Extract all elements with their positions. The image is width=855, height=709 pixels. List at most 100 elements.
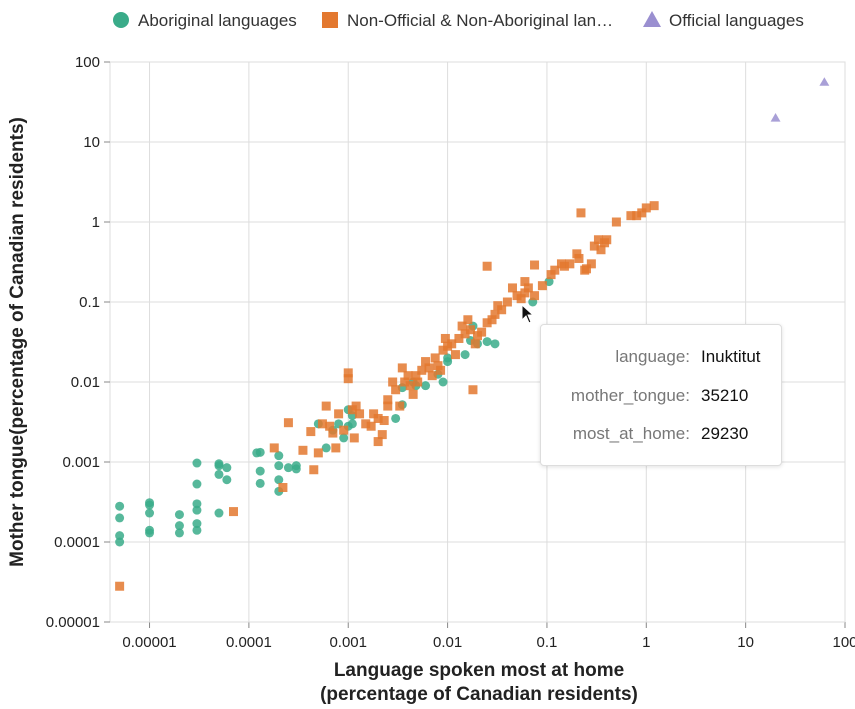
- aboriginal-point[interactable]: [192, 479, 202, 489]
- non-official-point[interactable]: [490, 309, 500, 319]
- non-official-point[interactable]: [400, 377, 410, 387]
- non-official-point[interactable]: [366, 421, 376, 431]
- aboriginal-point[interactable]: [391, 413, 401, 423]
- non-official-point[interactable]: [576, 208, 586, 218]
- aboriginal-point[interactable]: [174, 510, 184, 520]
- aboriginal-point[interactable]: [192, 519, 202, 529]
- non-official-point[interactable]: [361, 419, 371, 429]
- non-official-point[interactable]: [447, 339, 457, 349]
- non-official-point[interactable]: [463, 315, 473, 325]
- non-official-point[interactable]: [454, 333, 464, 343]
- aboriginal-point[interactable]: [115, 501, 125, 511]
- aboriginal-point[interactable]: [145, 500, 155, 510]
- non-official-point[interactable]: [436, 365, 446, 375]
- non-official-point[interactable]: [377, 430, 387, 440]
- aboriginal-point[interactable]: [255, 478, 265, 488]
- non-official-point[interactable]: [516, 294, 526, 304]
- non-official-point[interactable]: [637, 208, 647, 218]
- non-official-point[interactable]: [373, 413, 383, 423]
- non-official-point[interactable]: [530, 291, 540, 301]
- non-official-point[interactable]: [470, 339, 480, 349]
- non-official-point[interactable]: [427, 371, 437, 381]
- non-official-point[interactable]: [559, 261, 569, 271]
- non-official-point[interactable]: [343, 374, 353, 384]
- non-official-point[interactable]: [306, 427, 316, 437]
- non-official-point[interactable]: [565, 259, 575, 269]
- non-official-point[interactable]: [520, 288, 530, 298]
- non-official-point[interactable]: [626, 211, 636, 221]
- non-official-point[interactable]: [520, 277, 530, 287]
- non-official-point[interactable]: [383, 395, 393, 405]
- legend-item[interactable]: Aboriginal languages: [113, 11, 297, 30]
- aboriginal-point[interactable]: [339, 433, 349, 443]
- non-official-point[interactable]: [115, 581, 125, 591]
- aboriginal-point[interactable]: [274, 475, 284, 485]
- aboriginal-point[interactable]: [174, 528, 184, 538]
- non-official-point[interactable]: [581, 264, 591, 274]
- non-official-point[interactable]: [593, 235, 603, 245]
- aboriginal-point[interactable]: [482, 337, 492, 347]
- official-point[interactable]: [819, 77, 830, 86]
- non-official-point[interactable]: [596, 245, 606, 255]
- aboriginal-point[interactable]: [192, 505, 202, 515]
- non-official-point[interactable]: [313, 448, 323, 458]
- non-official-point[interactable]: [586, 259, 596, 269]
- non-official-point[interactable]: [641, 203, 651, 213]
- non-official-point[interactable]: [278, 483, 288, 493]
- non-official-point[interactable]: [383, 401, 393, 411]
- aboriginal-point[interactable]: [490, 339, 500, 349]
- non-official-point[interactable]: [574, 253, 584, 263]
- non-official-point[interactable]: [339, 425, 349, 435]
- non-official-point[interactable]: [477, 327, 487, 337]
- non-official-point[interactable]: [433, 361, 443, 371]
- non-official-point[interactable]: [572, 249, 582, 259]
- non-official-point[interactable]: [417, 365, 427, 375]
- non-official-point[interactable]: [351, 401, 361, 411]
- non-official-point[interactable]: [321, 401, 331, 411]
- aboriginal-point[interactable]: [321, 443, 331, 453]
- non-official-point[interactable]: [537, 281, 547, 291]
- aboriginal-point[interactable]: [438, 377, 448, 387]
- aboriginal-point[interactable]: [421, 381, 431, 391]
- aboriginal-point[interactable]: [214, 469, 224, 479]
- non-official-point[interactable]: [487, 315, 497, 325]
- non-official-point[interactable]: [317, 419, 327, 429]
- aboriginal-point[interactable]: [443, 353, 453, 363]
- aboriginal-point[interactable]: [192, 458, 202, 468]
- aboriginal-point[interactable]: [222, 463, 232, 473]
- non-official-point[interactable]: [465, 325, 475, 335]
- non-official-point[interactable]: [649, 201, 659, 211]
- non-official-point[interactable]: [269, 443, 279, 453]
- non-official-point[interactable]: [397, 363, 407, 373]
- non-official-point[interactable]: [334, 409, 344, 419]
- non-official-point[interactable]: [421, 357, 431, 367]
- aboriginal-point[interactable]: [145, 528, 155, 538]
- aboriginal-point[interactable]: [274, 451, 284, 461]
- aboriginal-point[interactable]: [347, 419, 357, 429]
- non-official-point[interactable]: [482, 261, 492, 271]
- non-official-point[interactable]: [331, 443, 341, 453]
- non-official-point[interactable]: [468, 385, 478, 395]
- non-official-point[interactable]: [228, 507, 238, 517]
- non-official-point[interactable]: [391, 385, 401, 395]
- aboriginal-point[interactable]: [291, 464, 301, 474]
- non-official-point[interactable]: [405, 381, 415, 391]
- official-point[interactable]: [770, 113, 781, 122]
- non-official-point[interactable]: [530, 260, 540, 270]
- non-official-point[interactable]: [611, 217, 621, 227]
- aboriginal-point[interactable]: [283, 463, 293, 473]
- aboriginal-point[interactable]: [222, 475, 232, 485]
- non-official-point[interactable]: [328, 428, 338, 438]
- aboriginal-point[interactable]: [214, 461, 224, 471]
- non-official-point[interactable]: [309, 465, 319, 475]
- non-official-point[interactable]: [632, 211, 642, 221]
- non-official-point[interactable]: [460, 329, 470, 339]
- non-official-point[interactable]: [440, 333, 450, 343]
- non-official-point[interactable]: [600, 238, 610, 248]
- non-official-point[interactable]: [403, 371, 413, 381]
- aboriginal-point[interactable]: [192, 525, 202, 535]
- non-official-point[interactable]: [507, 283, 517, 293]
- aboriginal-point[interactable]: [192, 499, 202, 509]
- non-official-point[interactable]: [457, 321, 467, 331]
- aboriginal-point[interactable]: [115, 513, 125, 523]
